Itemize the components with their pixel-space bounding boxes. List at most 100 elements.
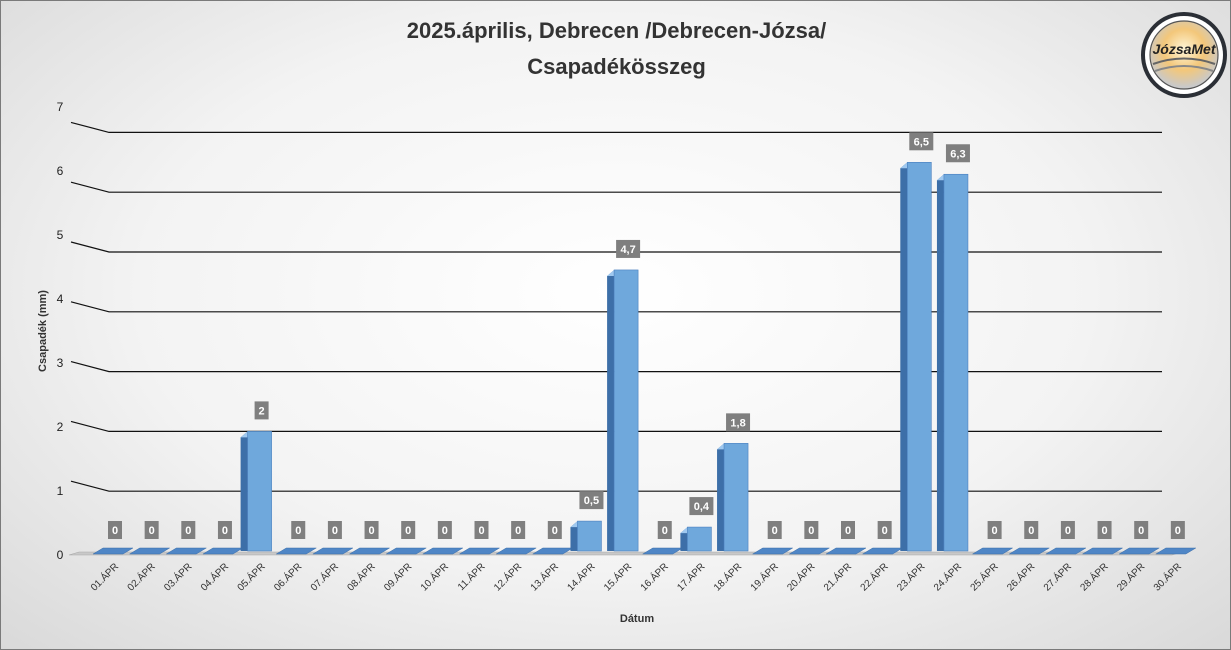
bar-flat xyxy=(788,547,831,555)
gridlines xyxy=(70,121,1162,492)
data-label: 0 xyxy=(291,521,306,539)
bar-flat xyxy=(825,547,867,555)
bar-front xyxy=(943,173,969,552)
data-label: 0 xyxy=(1170,521,1185,539)
bar xyxy=(570,520,602,552)
data-label-box xyxy=(1060,521,1075,539)
bar xyxy=(751,547,794,555)
data-label-box xyxy=(841,521,855,539)
bar xyxy=(680,526,712,552)
bar xyxy=(495,547,538,555)
gridline xyxy=(70,181,1162,193)
x-tick-label: 25.ÁPR xyxy=(967,560,1001,594)
x-axis-ticks: 01.ÁPR 02.ÁPR 03.ÁPR 04.ÁPR 05.ÁPR 06.ÁPR 07.Á… xyxy=(88,560,1184,594)
data-label-text: 0 xyxy=(405,525,411,537)
bar-flat xyxy=(495,547,538,555)
x-tick-label: 21.ÁPR xyxy=(821,560,855,594)
bar-front xyxy=(613,269,639,552)
data-labels: 0 0 0 0 2 0 0 0 0 0 0 0 0 0,5 4,7 0 0,4 1,8 0 0 0 0 6,5 6,3 0 0 0 0… xyxy=(108,132,1185,539)
bar-flat xyxy=(1118,547,1161,555)
x-tick-label: 27.ÁPR xyxy=(1040,560,1074,594)
data-label-text: 0 xyxy=(1028,525,1034,537)
bar xyxy=(311,547,354,555)
data-label-box xyxy=(181,521,196,539)
data-label-box xyxy=(291,521,306,539)
y-tick-label: 1 xyxy=(57,484,64,498)
bar-flat xyxy=(1008,547,1051,555)
bar xyxy=(92,547,134,555)
x-tick-label: 24.ÁPR xyxy=(931,560,965,594)
data-label: 0,4 xyxy=(689,497,714,516)
bar xyxy=(385,547,428,555)
bar xyxy=(1044,547,1087,555)
bar-flat xyxy=(751,547,794,555)
data-label-text: 0 xyxy=(295,525,301,537)
x-tick-label: 01.ÁPR xyxy=(88,560,122,594)
x-tick-label: 17.ÁPR xyxy=(674,560,708,594)
data-label-text: 2 xyxy=(259,405,265,417)
data-label-box xyxy=(547,521,562,539)
x-tick-label: 14.ÁPR xyxy=(564,560,598,594)
gridline xyxy=(70,420,1162,432)
x-tick-label: 07.ÁPR xyxy=(307,560,341,594)
data-label: 0 xyxy=(547,521,562,539)
data-label-text: 0 xyxy=(1101,525,1107,537)
chart-title: 2025.április, Debrecen /Debrecen-Józsa/ xyxy=(406,18,827,43)
bar-side xyxy=(717,443,725,551)
data-label: 0 xyxy=(364,521,379,539)
data-label: 0 xyxy=(841,521,855,539)
x-tick-label: 12.ÁPR xyxy=(491,560,525,594)
data-label: 1,8 xyxy=(726,413,751,432)
x-tick-label: 02.ÁPR xyxy=(124,560,158,594)
data-label: 0 xyxy=(1134,521,1149,539)
y-tick-label: 6 xyxy=(57,164,64,178)
data-label: 0 xyxy=(437,521,452,539)
data-label-box xyxy=(945,144,970,163)
bar xyxy=(275,547,318,555)
data-label: 0 xyxy=(804,521,819,539)
bar xyxy=(607,269,639,552)
data-label: 0 xyxy=(108,521,122,539)
x-tick-label: 05.ÁPR xyxy=(234,560,268,594)
x-tick-label: 28.ÁPR xyxy=(1077,560,1111,594)
bar-flat xyxy=(458,547,501,555)
y-tick-label: 7 xyxy=(57,100,64,114)
x-axis-label: Dátum xyxy=(620,613,654,625)
bar-flat xyxy=(1044,547,1087,555)
y-tick-label: 2 xyxy=(57,420,64,434)
bar-flat xyxy=(421,547,464,555)
bar-flat xyxy=(971,547,1014,555)
y-axis-ticks: 0 1 2 3 4 5 6 7 xyxy=(57,100,64,562)
jozsamet-logo: JózsaMet xyxy=(1141,12,1227,98)
bar-front xyxy=(577,520,602,552)
x-tick-label: 11.ÁPR xyxy=(455,560,488,593)
data-label-box xyxy=(108,521,122,539)
data-label: 0,5 xyxy=(579,491,604,510)
data-label-box xyxy=(689,497,714,516)
data-label-text: 0 xyxy=(368,525,374,537)
y-tick-label: 4 xyxy=(57,292,64,306)
data-label-box xyxy=(1024,521,1039,539)
x-tick-label: 04.ÁPR xyxy=(198,560,232,594)
bar-front xyxy=(247,431,272,552)
data-label-text: 6,3 xyxy=(950,148,965,160)
bar-flat xyxy=(275,547,318,555)
bar-flat xyxy=(311,547,354,555)
data-label: 0 xyxy=(401,521,416,539)
bar xyxy=(165,547,208,555)
x-tick-label: 16.ÁPR xyxy=(637,560,671,594)
data-label-box xyxy=(327,521,342,539)
data-label: 0 xyxy=(327,521,342,539)
bar-flat xyxy=(1081,547,1124,555)
data-label-text: 0 xyxy=(1175,525,1181,537)
bar-front xyxy=(723,443,749,552)
data-label: 6,5 xyxy=(909,132,934,151)
x-tick-label: 09.ÁPR xyxy=(381,560,415,594)
data-label-text: 0 xyxy=(808,525,814,537)
y-tick-label: 3 xyxy=(57,356,64,370)
data-label-box xyxy=(1134,521,1149,539)
x-tick-label: 23.ÁPR xyxy=(894,560,928,594)
data-label-text: 1,8 xyxy=(730,417,745,429)
